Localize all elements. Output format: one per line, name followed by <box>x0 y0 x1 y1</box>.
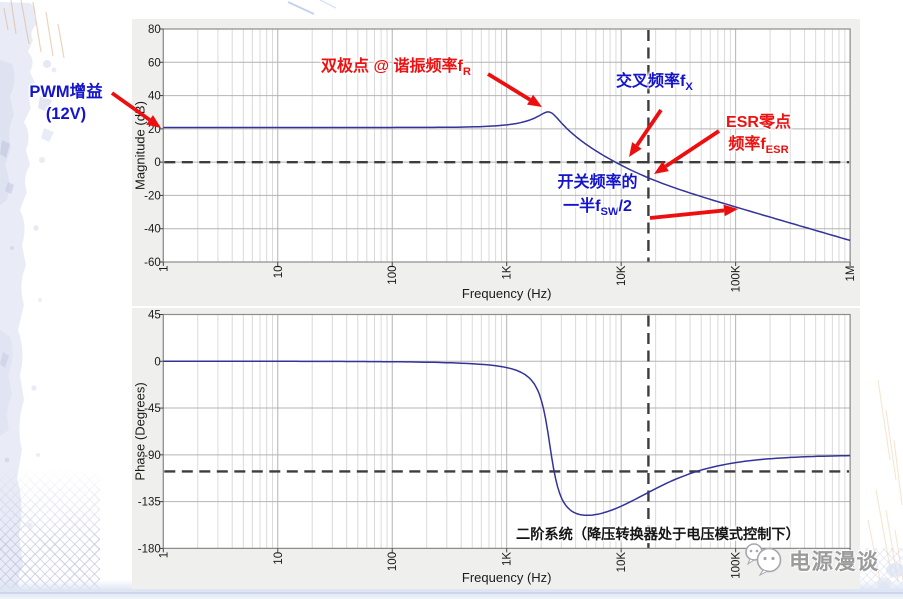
watermark: 电源漫谈 <box>742 543 879 577</box>
svg-text:1: 1 <box>158 266 170 272</box>
svg-text:10K: 10K <box>616 552 628 573</box>
svg-text:45: 45 <box>148 310 161 322</box>
svg-text:100K: 100K <box>731 265 743 292</box>
svg-text:-90: -90 <box>144 450 161 462</box>
svg-text:-40: -40 <box>144 224 161 236</box>
svg-text:1M: 1M <box>845 266 857 282</box>
pwm-gain-line1: PWM增益 <box>29 83 103 101</box>
svg-text:-180: -180 <box>138 543 161 555</box>
pwm-gain-line2: (12V) <box>45 105 87 123</box>
svg-text:100: 100 <box>387 552 399 571</box>
second-order-system-note: 二阶系统（降压转换器处于电压模式控制下） <box>516 527 800 543</box>
half-switching-frequency-label: 开关频率的 一半fSW/2 <box>557 174 638 219</box>
svg-text:-135: -135 <box>138 497 161 509</box>
double-pole-label: 双极点 @ 谐振频率fR <box>321 58 471 79</box>
svg-text:-20: -20 <box>144 190 161 202</box>
svg-text:10: 10 <box>273 266 285 279</box>
svg-text:80: 80 <box>148 24 161 36</box>
svg-text:40: 40 <box>148 91 161 103</box>
pwm-gain-label: PWM增益 (12V) <box>8 81 124 125</box>
loop-gain-magnitude-curve <box>163 111 851 242</box>
loop-phase-curve <box>163 360 851 517</box>
svg-text:20: 20 <box>148 124 161 136</box>
svg-text:0: 0 <box>154 157 160 169</box>
svg-text:-45: -45 <box>144 403 161 415</box>
svg-text:60: 60 <box>148 57 161 69</box>
svg-text:1: 1 <box>158 552 170 558</box>
wechat-chat-bubbles-icon <box>745 543 782 577</box>
svg-text:Frequency (Hz): Frequency (Hz) <box>462 286 552 301</box>
watermark-text: 电源漫谈 <box>789 549 880 574</box>
svg-text:10: 10 <box>273 552 285 565</box>
svg-text:-60: -60 <box>144 257 161 269</box>
crossover-frequency-label: 交叉频率fX <box>616 73 693 94</box>
svg-text:1K: 1K <box>502 265 514 279</box>
svg-text:10K: 10K <box>616 265 628 286</box>
svg-text:1K: 1K <box>502 552 514 566</box>
svg-text:100: 100 <box>387 266 399 285</box>
svg-text:1M: 1M <box>845 552 857 568</box>
svg-text:100K: 100K <box>731 552 743 579</box>
svg-text:0: 0 <box>154 356 160 368</box>
esr-zero-label: ESR零点 频率fESR <box>726 114 791 157</box>
svg-text:Frequency (Hz): Frequency (Hz) <box>462 570 552 585</box>
svg-text:Phase (Degrees): Phase (Degrees) <box>133 382 148 480</box>
magnitude-chart: 80 60 40 20 0 -20 -40 -601 10 100 1K 10K 100K 1M Frequ… <box>133 24 858 301</box>
svg-text:Magnitude (dB): Magnitude (dB) <box>133 101 148 190</box>
